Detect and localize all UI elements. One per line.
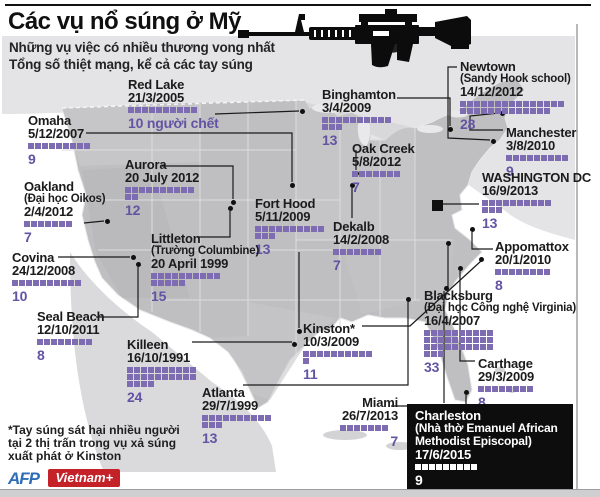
- vietnamplus-logo: Vietnam+: [48, 469, 121, 487]
- subtitle-line-1: Những vụ việc có nhiều thương vong nhất: [9, 40, 275, 55]
- subtitle-line-2: Tổng số thiệt mạng, kể cả các tay súng: [9, 57, 253, 72]
- branding: AFP Vietnam+: [8, 469, 121, 489]
- map-backdrop: [2, 36, 575, 240]
- bottom-strip: [0, 489, 600, 497]
- rifle-icon: [238, 9, 471, 68]
- top-rule: [5, 4, 591, 6]
- right-border-rule: [576, 24, 578, 490]
- footnote-line-3: xuất phát ở Kinston: [8, 449, 122, 463]
- footnote: *Tay súng sát hại nhiều người tại 2 thị …: [8, 424, 180, 463]
- map-great-lakes: [312, 103, 468, 146]
- map-canada-border: [61, 99, 306, 109]
- page-title: Các vụ nổ súng ở Mỹ: [8, 8, 241, 35]
- afp-logo: AFP: [8, 469, 40, 488]
- footnote-line-2: tại 2 thị trấn trong vụ xả súng: [8, 436, 177, 450]
- footnote-line-1: *Tay súng sát hại nhiều người: [8, 423, 180, 437]
